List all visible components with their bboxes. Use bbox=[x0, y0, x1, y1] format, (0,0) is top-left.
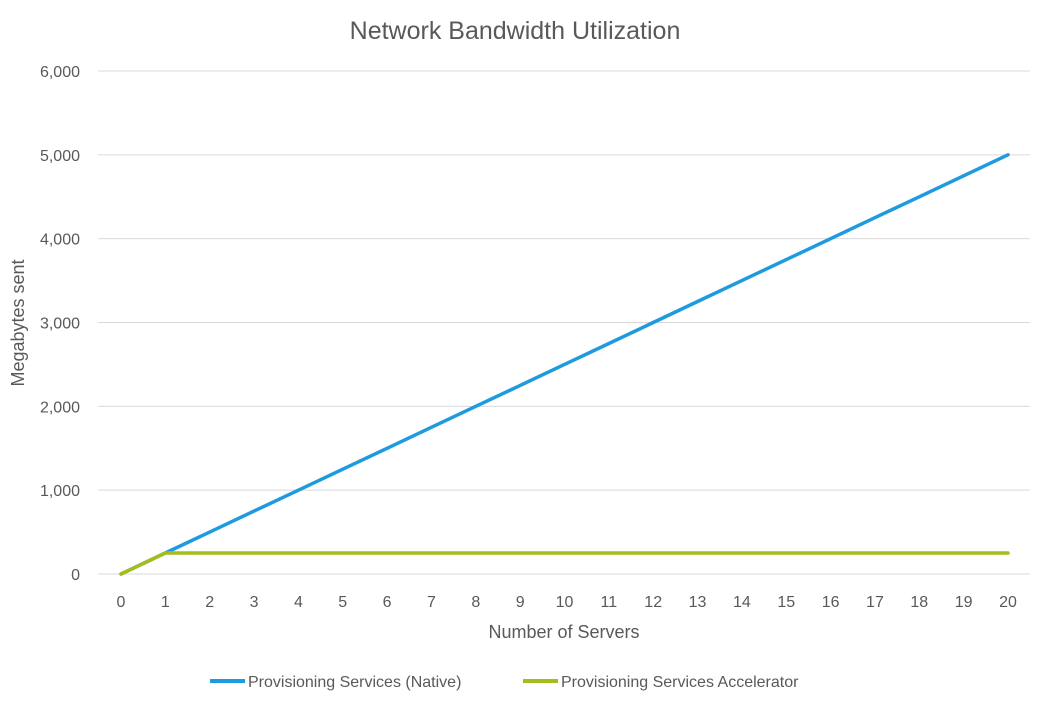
x-tick-label: 3 bbox=[250, 594, 259, 611]
x-tick-label: 15 bbox=[777, 594, 795, 611]
y-axis-ticks: 0 1,000 2,000 3,000 4,000 5,000 6,000 bbox=[40, 64, 80, 584]
legend-label: Provisioning Services Accelerator bbox=[561, 674, 799, 691]
x-tick-label: 14 bbox=[733, 594, 751, 611]
y-tick-label: 1,000 bbox=[40, 483, 80, 500]
x-tick-label: 4 bbox=[294, 594, 303, 611]
x-tick-label: 20 bbox=[999, 594, 1017, 611]
x-tick-label: 16 bbox=[822, 594, 840, 611]
x-tick-label: 9 bbox=[516, 594, 525, 611]
y-tick-label: 3,000 bbox=[40, 316, 80, 333]
y-tick-label: 5,000 bbox=[40, 148, 80, 165]
gridlines bbox=[98, 70, 1030, 575]
x-tick-label: 8 bbox=[471, 594, 480, 611]
x-tick-label: 11 bbox=[601, 594, 618, 611]
series-line-2 bbox=[119, 551, 1010, 576]
y-tick-label: 2,000 bbox=[40, 399, 80, 416]
y-tick-label: 6,000 bbox=[40, 64, 80, 81]
x-tick-label: 17 bbox=[866, 594, 884, 611]
legend-item-2: Provisioning Services Accelerator bbox=[523, 674, 799, 691]
series-line-1 bbox=[119, 153, 1010, 576]
x-axis-title: Number of Servers bbox=[488, 622, 639, 642]
x-tick-label: 0 bbox=[117, 594, 126, 611]
x-tick-label: 12 bbox=[644, 594, 662, 611]
series-lines bbox=[119, 153, 1010, 576]
x-tick-label: 6 bbox=[383, 594, 392, 611]
x-tick-label: 7 bbox=[427, 594, 436, 611]
x-axis-ticks: 0 1 2 3 4 5 6 7 8 9 10 11 12 13 14 15 16 17 18 19 20 bbox=[117, 594, 1017, 611]
legend: Provisioning Services (Native) Provisioni… bbox=[210, 674, 799, 691]
legend-label: Provisioning Services (Native) bbox=[248, 674, 461, 691]
x-tick-label: 5 bbox=[338, 594, 347, 611]
y-tick-label: 0 bbox=[71, 567, 80, 584]
x-tick-label: 19 bbox=[955, 594, 973, 611]
x-tick-label: 1 bbox=[161, 594, 170, 611]
x-tick-label: 2 bbox=[205, 594, 214, 611]
chart-title: Network Bandwidth Utilization bbox=[350, 17, 681, 45]
legend-item-1: Provisioning Services (Native) bbox=[210, 674, 461, 691]
x-tick-label: 13 bbox=[689, 594, 707, 611]
x-tick-label: 10 bbox=[556, 594, 574, 611]
y-axis-title: Megabytes sent bbox=[8, 259, 28, 386]
y-tick-label: 4,000 bbox=[40, 232, 80, 249]
x-tick-label: 18 bbox=[910, 594, 928, 611]
